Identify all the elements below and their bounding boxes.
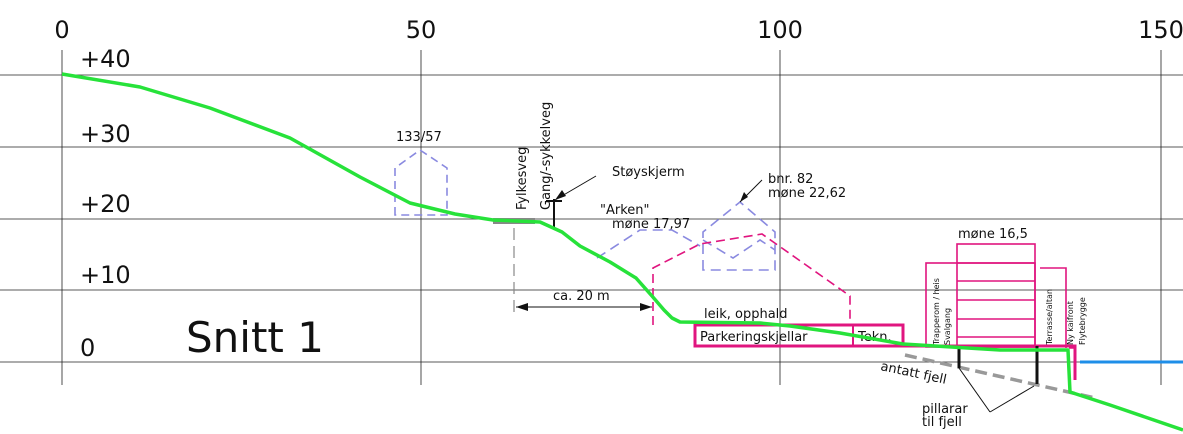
label-svalgang: Svalgang (943, 308, 952, 345)
x-tick-150: 150 (1138, 16, 1183, 44)
grid (0, 50, 1183, 385)
dim-arrow-left (516, 303, 528, 311)
label-arken: "Arken" (600, 203, 650, 218)
bedrock-line (904, 353, 1096, 400)
label-parkering: Parkeringskjellar (700, 330, 808, 345)
y-tick-plus10: +10 (80, 261, 131, 289)
label-bnr-82: bnr. 82 (768, 172, 813, 187)
label-fylkesveg: Fylkesveg (515, 147, 530, 210)
label-trapperom: Trapperom / heis (932, 278, 941, 346)
label-antatt-fjell: antatt fjell (879, 359, 948, 388)
label-mone-bnr-82: møne 22,62 (768, 186, 846, 201)
label-leik: leik, opphald (704, 307, 788, 322)
noise-barrier (546, 199, 562, 230)
section-title: Snitt 1 (186, 313, 324, 362)
label-stoyskjerm: Støyskjerm (612, 165, 685, 180)
arrow-bnr-82 (740, 192, 748, 202)
existing-building-bnr-82 (702, 200, 776, 271)
y-tick-zero: 0 (80, 334, 95, 362)
y-tick-plus40: +40 (80, 45, 131, 73)
label-terrasse: Terrasse/altan (1045, 289, 1054, 346)
label-flytebrygge: Flytebrygge (1078, 297, 1087, 345)
x-tick-0: 0 (54, 16, 69, 44)
y-tick-plus30: +30 (80, 120, 131, 148)
label-ny-kaifront: Ny kaifront (1066, 301, 1075, 345)
x-tick-50: 50 (406, 16, 437, 44)
label-pillarar: pillarar (922, 402, 968, 417)
dim-arrow-right (640, 303, 652, 311)
existing-house-133-57 (394, 149, 448, 216)
existing-building-arken (596, 229, 701, 259)
label-gang-sykkelveg: Gang/-sykkelveg (539, 102, 554, 210)
parking-garage (693, 323, 905, 348)
arrow-stoyskjerm (555, 190, 566, 200)
y-tick-plus20: +20 (80, 190, 131, 218)
new-building-outline (652, 233, 851, 325)
terrain-line (61, 72, 1183, 432)
label-til-fjell: til fjell (922, 415, 962, 430)
label-133-57: 133/57 (396, 130, 442, 145)
label-mone-arken: møne 17,97 (612, 217, 690, 232)
label-mone-new: møne 16,5 (958, 227, 1028, 242)
pillar-leaders (958, 367, 1035, 413)
pillars (957, 346, 1039, 384)
label-distance: ca. 20 m (553, 289, 610, 304)
x-tick-100: 100 (757, 16, 803, 44)
